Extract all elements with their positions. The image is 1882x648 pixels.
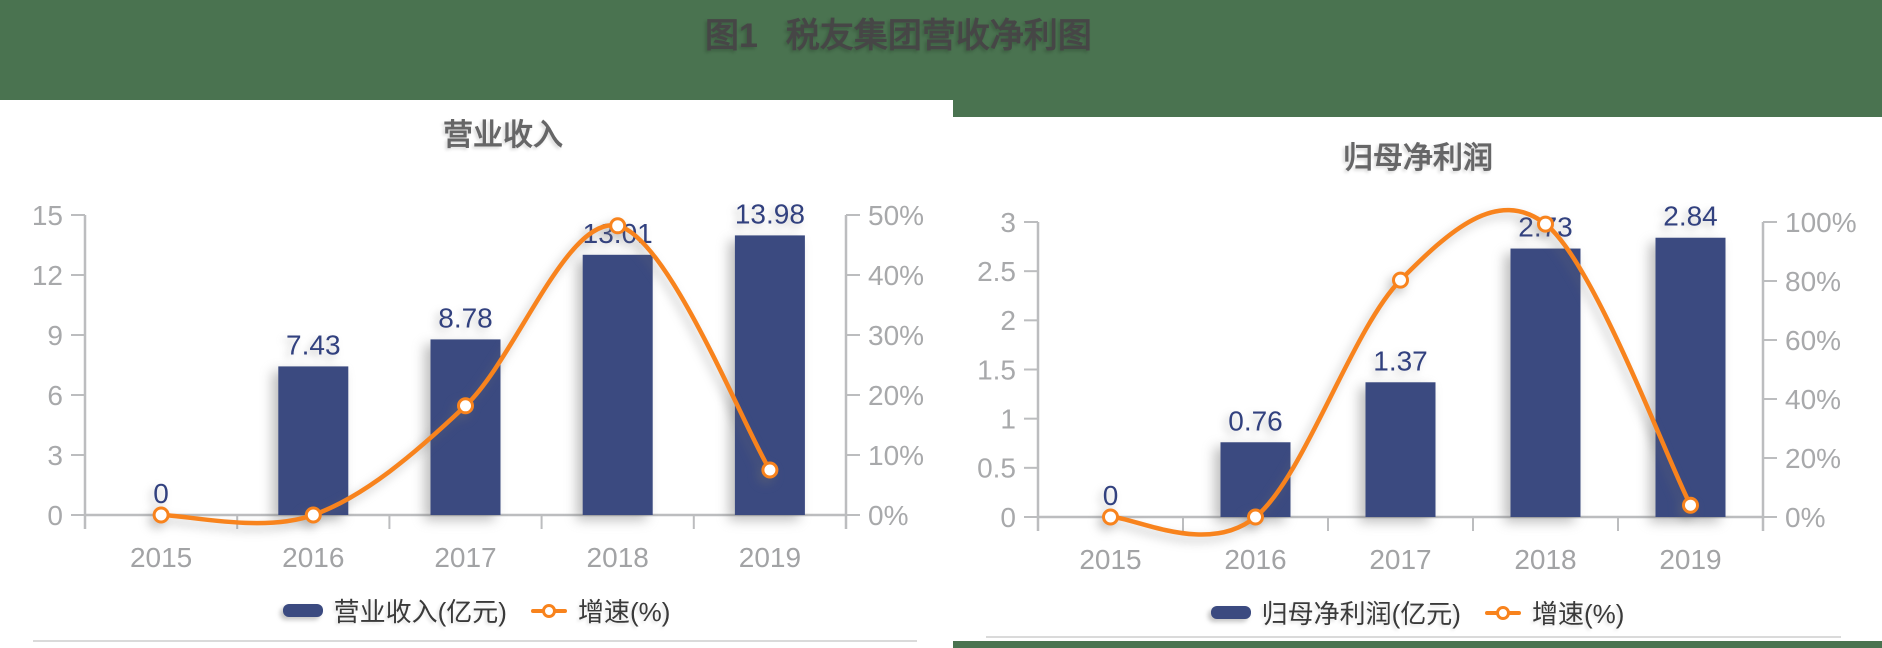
left-axis-tick-label: 0: [1000, 502, 1016, 533]
left-axis-tick-label: 1.5: [977, 354, 1016, 385]
right-axis-tick-label: 20%: [868, 380, 924, 411]
growth-line-marker: [1247, 508, 1264, 526]
x-axis-category-label: 2018: [587, 542, 649, 573]
right-axis-tick-label: 60%: [1785, 325, 1841, 356]
bar-series-swatch: [282, 604, 323, 617]
legend-item-growth: 增速(%): [1484, 594, 1625, 631]
growth-line-marker: [1392, 271, 1409, 289]
bar-series-label: 归母净利润(亿元): [1261, 599, 1461, 629]
left-axis-tick-label: 2.5: [977, 256, 1016, 287]
left-axis-tick-label: 12: [32, 260, 63, 291]
legend-item-revenue: 营业收入(亿元): [282, 592, 507, 629]
growth-line-marker: [1102, 508, 1119, 526]
x-axis-category-label: 2015: [1079, 544, 1141, 575]
left-axis-tick-label: 0: [47, 500, 63, 531]
profit-chart-title: 归母净利润: [1343, 142, 1493, 175]
growth-line-marker: [761, 461, 779, 479]
right-axis-tick-label: 40%: [1785, 384, 1841, 415]
legend-item-growth: 增速(%): [530, 592, 671, 629]
right-axis-tick-label: 0%: [1785, 502, 1825, 533]
growth-line-path: [158, 223, 773, 526]
bar: [1220, 442, 1291, 517]
bar-value-label: 8.78: [438, 302, 493, 333]
figure-number: 图1: [705, 17, 758, 55]
x-axis-category-label: 2015: [130, 542, 192, 573]
profit-chart-panel: 归母净利润 0 0.5 1 1.5 2 2.5 3 0% 20% 40% 60% 80% 100% 201…: [953, 117, 1882, 641]
right-axis-tick-label: 10%: [868, 440, 924, 471]
x-axis-category-label: 2016: [1224, 544, 1286, 575]
revenue-chart-title: 营业收入: [443, 119, 563, 152]
right-axis-tick-label: 0%: [868, 500, 908, 531]
bar: [1655, 237, 1726, 517]
figure-title: 图1 税友集团营收净利图: [705, 8, 1092, 57]
bar: [278, 366, 349, 515]
revenue-chart-legend: 营业收入(亿元) 增速(%): [0, 592, 953, 629]
bar-value-label: 0: [1103, 480, 1119, 511]
profit-chart-plot: 0 0.5 1 1.5 2 2.5 3 0% 20% 40% 60% 80% 100% 2015 2016 2…: [977, 201, 1857, 575]
bar-value-label: 0: [153, 478, 169, 509]
bar-value-label: 2.84: [1663, 201, 1718, 232]
bar-series-label: 营业收入(亿元): [333, 597, 507, 627]
x-axis-category-label: 2019: [739, 542, 801, 573]
left-axis-tick-label: 15: [32, 200, 63, 231]
right-axis-tick-label: 50%: [868, 200, 924, 231]
figure-name: 税友集团营收净利图: [785, 17, 1092, 55]
right-axis-tick-label: 80%: [1785, 266, 1841, 297]
left-axis-tick-label: 2: [1000, 305, 1016, 336]
bar: [1510, 248, 1581, 518]
growth-line-group: [1102, 207, 1699, 537]
growth-line-marker: [304, 506, 322, 524]
growth-line-marker: [609, 217, 627, 235]
left-axis-tick-label: 9: [47, 320, 63, 351]
revenue-chart-plot: 0 3 6 9 12 15 0% 10% 20% 30% 40% 50% 2015 2016 2017 201…: [32, 198, 924, 573]
bar-value-label: 13.98: [735, 198, 805, 229]
bar-value-label: 0.76: [1228, 405, 1283, 436]
line-series-marker-icon: [530, 603, 567, 618]
panel-divider-line: [33, 640, 917, 642]
growth-line-marker: [152, 506, 170, 524]
line-series-marker-icon: [1484, 605, 1521, 620]
legend-item-profit: 归母净利润(亿元): [1210, 594, 1461, 631]
x-axis-category-label: 2017: [434, 542, 496, 573]
bar-series-swatch: [1210, 606, 1251, 619]
x-axis-category-label: 2017: [1369, 544, 1431, 575]
growth-line-marker: [1682, 496, 1699, 514]
bar-value-label: 1.37: [1373, 345, 1428, 376]
left-axis-tick-label: 1: [1000, 403, 1016, 434]
left-axis-tick-label: 3: [1000, 207, 1016, 238]
left-axis-tick-label: 6: [47, 380, 63, 411]
x-axis-category-label: 2016: [282, 542, 344, 573]
bar-value-label: 7.43: [286, 329, 341, 360]
right-axis-tick-label: 30%: [868, 320, 924, 351]
growth-line-marker: [457, 397, 474, 415]
bar: [582, 254, 653, 516]
left-axis-tick-label: 3: [47, 440, 63, 471]
x-axis-category-label: 2019: [1659, 544, 1721, 575]
growth-line-marker: [1537, 215, 1554, 233]
line-series-label: 增速(%): [1531, 599, 1625, 629]
x-axis-category-label: 2018: [1514, 544, 1576, 575]
bar: [1365, 382, 1436, 517]
panel-divider-line: [986, 636, 1841, 638]
growth-line-group: [152, 217, 779, 526]
right-axis-tick-label: 40%: [868, 260, 924, 291]
right-axis-tick-label: 20%: [1785, 443, 1841, 474]
revenue-chart-panel: 营业收入 0 3 6 9 12 15 0% 10% 20% 30% 40% 50% 2015 2016 20…: [0, 100, 953, 648]
right-axis-tick-label: 100%: [1785, 207, 1857, 238]
line-series-label: 增速(%): [577, 597, 671, 627]
profit-chart-legend: 归母净利润(亿元) 增速(%): [953, 594, 1882, 631]
left-axis-tick-label: 0.5: [977, 453, 1016, 484]
